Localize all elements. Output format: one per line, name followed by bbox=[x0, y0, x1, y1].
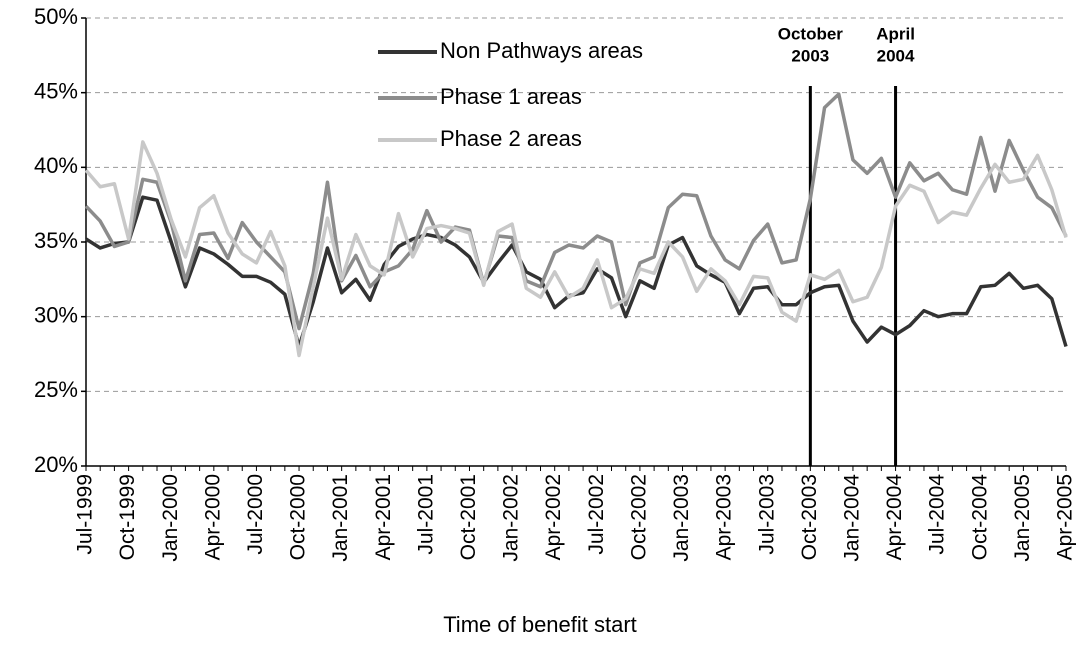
legend-label: Phase 1 areas bbox=[440, 84, 582, 109]
legend-label: Phase 2 areas bbox=[440, 126, 582, 151]
x-tick-label: Oct-2000 bbox=[287, 474, 310, 560]
x-tick-label: Jul-2001 bbox=[414, 474, 437, 555]
x-tick-label: Oct-2002 bbox=[627, 474, 650, 560]
y-tick-label: 45% bbox=[34, 78, 78, 103]
y-tick-label: 40% bbox=[34, 153, 78, 178]
x-tick-label: Oct-2004 bbox=[968, 474, 991, 561]
y-tick-label: 25% bbox=[34, 377, 78, 402]
series-line bbox=[85, 195, 1068, 349]
series-line bbox=[84, 92, 1068, 331]
y-tick-label: 50% bbox=[34, 4, 78, 29]
x-tick-label: Apr-2001 bbox=[372, 474, 395, 560]
x-tick-label: Jul-1999 bbox=[74, 474, 97, 555]
x-axis-title: Time of benefit start bbox=[443, 612, 637, 637]
annotation-text: April bbox=[876, 24, 915, 43]
x-tick-label: Oct-2001 bbox=[457, 474, 480, 560]
x-tick-label: Apr-2003 bbox=[713, 474, 736, 560]
x-tick-label: Jan-2000 bbox=[159, 474, 182, 562]
x-tick-label: Jan-2003 bbox=[670, 474, 693, 562]
x-tick-label: Apr-2005 bbox=[1054, 474, 1077, 560]
y-tick-label: 20% bbox=[34, 452, 78, 477]
x-tick-label: Jul-2004 bbox=[926, 474, 949, 555]
x-tick-label: Apr-2004 bbox=[883, 474, 906, 561]
x-tick-label: Jan-2002 bbox=[500, 474, 523, 562]
x-tick-label: Jul-2003 bbox=[755, 474, 778, 555]
x-tick-label: Jul-2002 bbox=[585, 474, 608, 555]
y-tick-label: 35% bbox=[34, 228, 78, 253]
annotation-text: 2004 bbox=[877, 46, 915, 65]
x-tick-label: Jan-2001 bbox=[329, 474, 352, 562]
x-tick-label: Jan-2004 bbox=[841, 474, 864, 562]
series-line bbox=[84, 140, 1068, 358]
annotation-text: 2003 bbox=[791, 46, 829, 65]
annotation-text: October bbox=[778, 24, 844, 43]
x-tick-label: Jul-2000 bbox=[244, 474, 267, 555]
x-tick-label: Oct-2003 bbox=[798, 474, 821, 560]
x-tick-label: Jan-2005 bbox=[1011, 474, 1034, 562]
x-tick-label: Oct-1999 bbox=[116, 474, 139, 560]
x-tick-label: Apr-2000 bbox=[201, 474, 224, 560]
x-tick-label: Apr-2002 bbox=[542, 474, 565, 560]
legend-label: Non Pathways areas bbox=[440, 38, 643, 63]
y-tick-label: 30% bbox=[34, 302, 78, 327]
